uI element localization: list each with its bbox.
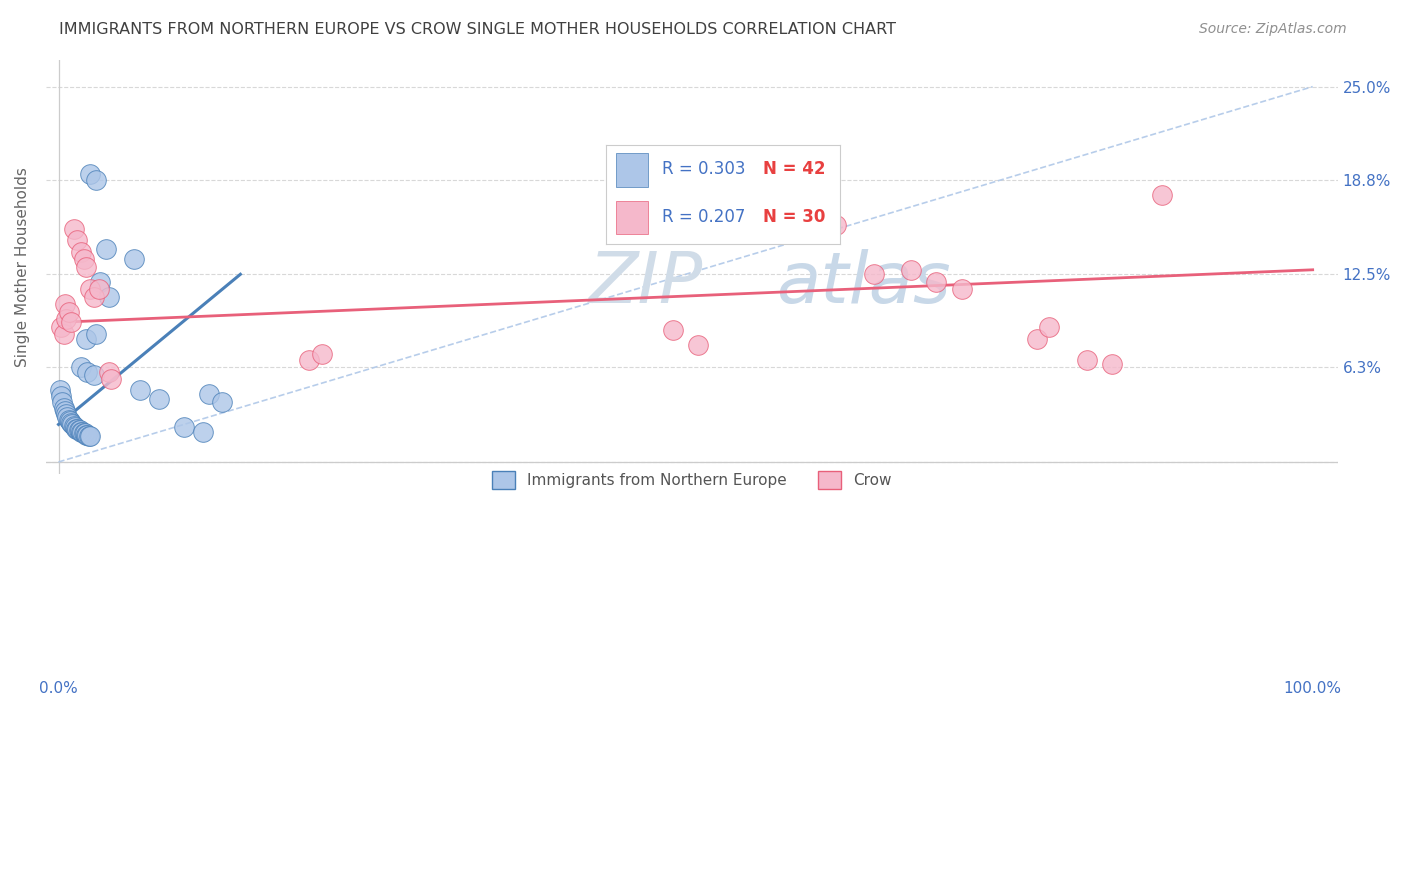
Y-axis label: Single Mother Households: Single Mother Households — [15, 167, 30, 367]
Point — [97, 290, 120, 304]
Point — [72, 426, 94, 441]
Point — [75, 332, 97, 346]
Point — [49, 319, 72, 334]
Point — [58, 305, 80, 319]
Point — [211, 395, 233, 409]
Point — [662, 323, 685, 337]
Point — [148, 392, 170, 406]
Point — [70, 360, 93, 375]
Point — [1101, 357, 1123, 371]
Point — [75, 428, 97, 442]
Point — [96, 242, 118, 256]
Point — [51, 395, 73, 409]
Point — [83, 368, 105, 382]
Point — [56, 409, 79, 424]
Point — [76, 428, 98, 442]
Point — [100, 372, 122, 386]
Point — [62, 222, 84, 236]
Text: R = 0.207: R = 0.207 — [662, 208, 745, 226]
Point — [688, 338, 710, 352]
Point — [76, 365, 98, 379]
Point — [55, 407, 77, 421]
Point — [60, 416, 83, 430]
Point — [60, 417, 83, 432]
Point — [60, 315, 83, 329]
Point — [862, 268, 884, 282]
Point — [97, 365, 120, 379]
Point — [66, 233, 89, 247]
Point — [79, 282, 101, 296]
Point — [122, 252, 145, 267]
Point — [55, 312, 77, 326]
Point — [77, 429, 100, 443]
Point — [87, 282, 110, 296]
Point — [129, 383, 152, 397]
Point — [65, 422, 87, 436]
Point — [69, 424, 91, 438]
Text: 0.0%: 0.0% — [39, 681, 77, 696]
Point — [52, 327, 75, 342]
Point — [52, 401, 75, 415]
Point — [67, 424, 90, 438]
Point — [72, 425, 94, 439]
Text: Source: ZipAtlas.com: Source: ZipAtlas.com — [1199, 22, 1347, 37]
Point — [49, 389, 72, 403]
Point — [79, 167, 101, 181]
Point — [59, 414, 82, 428]
Point — [70, 425, 93, 439]
Legend: Immigrants from Northern Europe, Crow: Immigrants from Northern Europe, Crow — [486, 465, 897, 495]
Point — [62, 419, 84, 434]
Point — [83, 290, 105, 304]
Text: R = 0.303: R = 0.303 — [662, 160, 747, 178]
Text: N = 42: N = 42 — [763, 160, 825, 178]
Point — [49, 383, 72, 397]
Point — [84, 327, 107, 342]
Point — [191, 425, 214, 439]
Point — [53, 297, 76, 311]
Text: ZIP: ZIP — [589, 249, 703, 318]
Point — [1152, 187, 1174, 202]
Point — [1076, 352, 1098, 367]
Point — [198, 387, 221, 401]
Point — [173, 420, 195, 434]
Point — [1025, 332, 1047, 346]
Point — [900, 262, 922, 277]
Point — [825, 218, 848, 232]
Point — [66, 422, 89, 436]
Point — [84, 172, 107, 186]
Text: atlas: atlas — [776, 249, 950, 318]
Text: N = 30: N = 30 — [763, 208, 825, 226]
Point — [79, 429, 101, 443]
Point — [58, 413, 80, 427]
Point — [63, 420, 86, 434]
Point — [75, 260, 97, 274]
Bar — [616, 201, 648, 235]
Point — [73, 426, 96, 441]
Point — [298, 352, 321, 367]
Point — [950, 282, 973, 296]
Point — [1038, 319, 1060, 334]
Bar — [616, 153, 648, 186]
Point — [70, 244, 93, 259]
Text: 100.0%: 100.0% — [1284, 681, 1341, 696]
Point — [53, 404, 76, 418]
Text: IMMIGRANTS FROM NORTHERN EUROPE VS CROW SINGLE MOTHER HOUSEHOLDS CORRELATION CHA: IMMIGRANTS FROM NORTHERN EUROPE VS CROW … — [59, 22, 896, 37]
Point — [89, 275, 111, 289]
Point — [311, 347, 333, 361]
Point — [72, 252, 94, 267]
Point — [925, 275, 948, 289]
